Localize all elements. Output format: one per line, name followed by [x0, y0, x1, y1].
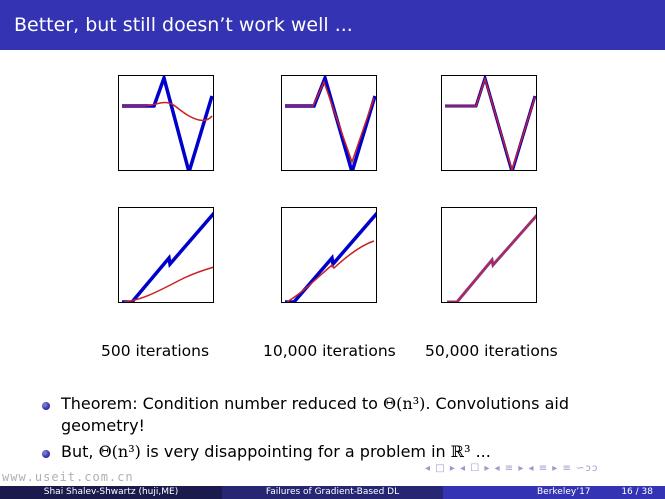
plot-top-500	[118, 75, 214, 171]
bullet-disappointing: But, Θ(n³) is very disappointing for a p…	[40, 441, 640, 463]
bullet-theorem: Theorem: Condition number reduced to Θ(n…	[40, 393, 640, 437]
math-theta: Θ(n³)	[98, 442, 141, 461]
bullet-icon	[42, 450, 50, 458]
bullet-text: Theorem: Condition number reduced to	[61, 394, 384, 413]
math-theta: Θ(n³)	[383, 394, 426, 413]
learned-curve	[285, 79, 375, 165]
footer-venue: Berkeley’17	[537, 487, 591, 497]
caption-50000: 50,000 iterations	[425, 342, 558, 360]
plot-bottom-10000	[281, 207, 377, 303]
learned-curve	[286, 240, 375, 302]
caption-10000: 10,000 iterations	[263, 342, 396, 360]
learned-curve	[122, 101, 213, 122]
math-r3: ℝ³	[450, 442, 471, 461]
footer: Shai Shalev-Shwartz (huji,ME) Failures o…	[0, 486, 665, 499]
target-curve	[447, 213, 536, 302]
plot-top-50000	[441, 75, 537, 171]
beamer-nav-icons[interactable]: ◂ □ ▸ ◂ ☐ ▸ ◂ ≡ ▸ ◂ ≡ ▸ ≡ ∽ɔɔ	[425, 463, 599, 474]
watermark: www.useit.com.cn	[2, 470, 134, 484]
bullet-text: ...	[470, 442, 491, 461]
footer-author: Shai Shalev-Shwartz (huji,ME)	[0, 486, 222, 499]
target-curve	[122, 76, 213, 170]
bullet-icon	[42, 402, 50, 410]
page-number: 16 / 38	[621, 487, 653, 497]
bullet-text: is very disappointing for a problem in	[140, 442, 451, 461]
learned-curve	[447, 215, 536, 302]
bullet-list: Theorem: Condition number reduced to Θ(n…	[40, 393, 640, 463]
plot-bottom-50000	[441, 207, 537, 303]
footer-venue-page: Berkeley’17 16 / 38	[443, 486, 665, 499]
target-curve	[445, 76, 536, 170]
learned-curve	[123, 266, 213, 302]
bullet-text: . Convolutions aid geometry!	[61, 394, 569, 435]
caption-500: 500 iterations	[101, 342, 210, 360]
target-curve	[285, 76, 376, 170]
target-curve	[122, 211, 213, 302]
bullet-text: But,	[61, 442, 99, 461]
footer-talk-title: Failures of Gradient-Based DL	[222, 486, 443, 499]
slide-title: Better, but still doesn’t work well ...	[14, 14, 353, 36]
plot-top-10000	[281, 75, 377, 171]
title-bar: Better, but still doesn’t work well ...	[0, 0, 665, 50]
plot-bottom-500	[118, 207, 214, 303]
learned-curve	[445, 76, 536, 170]
target-curve	[285, 211, 376, 302]
